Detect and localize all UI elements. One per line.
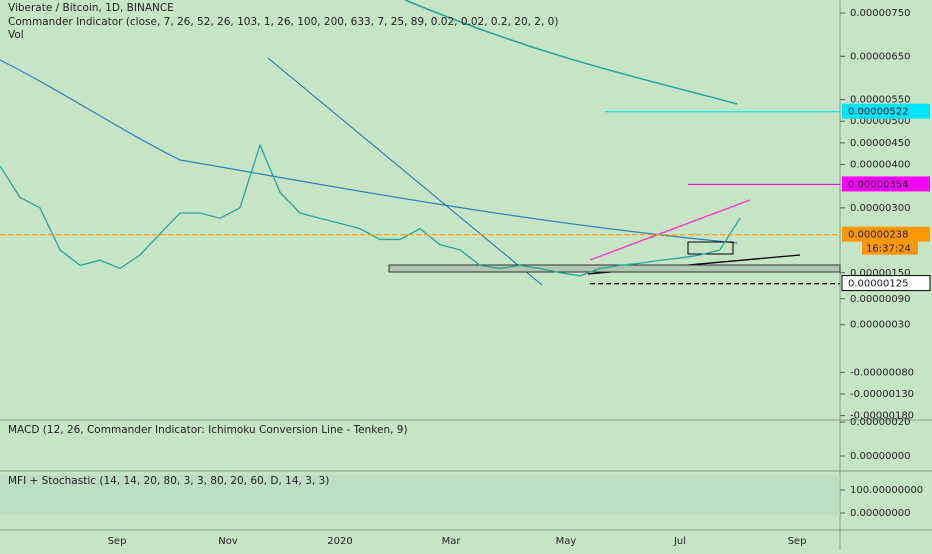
price-label: 0.00000030 bbox=[850, 320, 910, 331]
macd-label: 0.00000000 bbox=[850, 451, 910, 462]
price-tag bbox=[842, 226, 930, 242]
zone-box bbox=[388, 264, 841, 273]
price-label: -0.00000080 bbox=[850, 367, 914, 378]
price-label: 0.00000400 bbox=[850, 160, 910, 171]
indicator-label: Commander Indicator (close, 7, 26, 52, 2… bbox=[8, 16, 558, 28]
price-tag-label: 0.00000522 bbox=[848, 107, 908, 118]
price-tag bbox=[841, 275, 931, 292]
time-label: 2020 bbox=[327, 536, 352, 547]
time-label: Sep bbox=[788, 536, 807, 547]
price-label: 0.00000550 bbox=[850, 95, 910, 106]
price-label: 0.00000150 bbox=[850, 268, 910, 279]
price-label: 0.00000450 bbox=[850, 138, 910, 149]
price-tag bbox=[842, 103, 930, 119]
macd-label: 0.00000020 bbox=[850, 417, 910, 428]
price-label: 0.00000300 bbox=[850, 203, 910, 214]
time-label: May bbox=[556, 536, 577, 547]
time-label: Jul bbox=[673, 536, 686, 547]
symbol-title: Viberate / Bitcoin, 1D, BINANCE bbox=[8, 2, 174, 14]
price-label: 0.00000090 bbox=[850, 294, 910, 305]
ma-200 bbox=[0, 59, 738, 244]
price-tag-label: 0.00000238 bbox=[848, 230, 908, 241]
long-ma bbox=[404, 0, 738, 105]
price-label: -0.00000130 bbox=[850, 389, 914, 400]
volume-label: Vol bbox=[8, 29, 24, 41]
price-label: 0.00000500 bbox=[850, 116, 910, 127]
trend-line bbox=[589, 199, 751, 261]
price-label: -0.00000180 bbox=[850, 411, 914, 422]
countdown-tag bbox=[862, 241, 918, 255]
mfi-label: 0.00000000 bbox=[850, 508, 910, 519]
countdown: 16:37:24 bbox=[866, 244, 911, 255]
price-label: 0.00000750 bbox=[850, 8, 910, 19]
mfi-label: 100.00000000 bbox=[850, 485, 923, 496]
macd-label: MACD (12, 26, Commander Indicator: Ichim… bbox=[8, 424, 408, 436]
time-label: Mar bbox=[442, 536, 462, 547]
price-tag-label: 0.00000354 bbox=[848, 179, 908, 190]
mfi-label: MFI + Stochastic (14, 14, 20, 80, 3, 3, … bbox=[8, 475, 329, 487]
price-line bbox=[0, 143, 741, 277]
price-label: 0.00000650 bbox=[850, 51, 910, 62]
mfi-band bbox=[0, 475, 840, 515]
trend-line bbox=[267, 57, 543, 286]
time-label: Nov bbox=[218, 536, 238, 547]
time-label: Sep bbox=[108, 536, 127, 547]
price-tag-label: 0.00000125 bbox=[848, 279, 908, 290]
price-tag bbox=[842, 176, 930, 192]
range-box bbox=[687, 241, 734, 255]
